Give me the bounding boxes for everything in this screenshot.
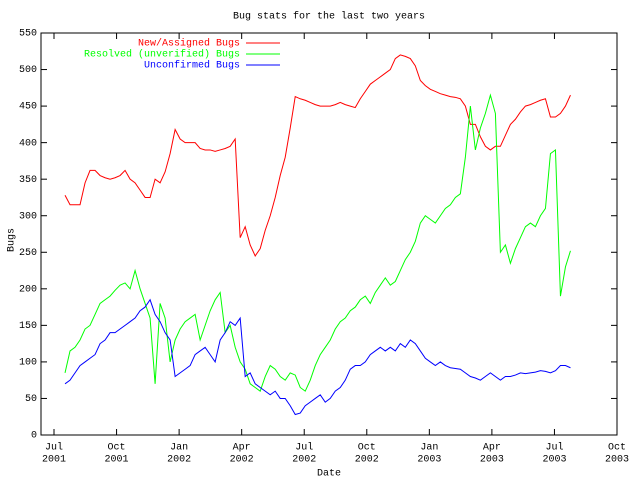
x-tick-label: 2003 bbox=[542, 455, 566, 466]
x-tick-label: 2002 bbox=[230, 455, 254, 466]
y-tick-label: 450 bbox=[19, 102, 37, 113]
x-tick-label: Jul bbox=[545, 442, 563, 454]
x-tick-label: Oct bbox=[358, 443, 376, 454]
y-tick-label: 100 bbox=[19, 358, 37, 369]
y-tick-label: 50 bbox=[25, 394, 37, 405]
y-axis-label: Bugs bbox=[7, 228, 18, 252]
series-line bbox=[64, 298, 571, 416]
y-tick-label: 0 bbox=[31, 431, 37, 442]
x-tick-label: Apr bbox=[233, 443, 251, 454]
x-tick-label: Oct bbox=[108, 443, 126, 454]
y-tick-label: 500 bbox=[19, 65, 37, 76]
series-line bbox=[64, 93, 571, 392]
x-tick-label: 2002 bbox=[167, 455, 191, 466]
x-tick-label: 2003 bbox=[417, 455, 441, 466]
x-tick-label: 2001 bbox=[42, 455, 66, 466]
legend-label: New/Assigned Bugs bbox=[138, 38, 240, 50]
x-tick-label: Oct bbox=[608, 443, 626, 454]
x-axis-label: Date bbox=[317, 469, 341, 480]
y-tick-label: 350 bbox=[19, 175, 37, 186]
x-tick-label: 2001 bbox=[105, 455, 129, 466]
x-tick-label: Jan bbox=[420, 443, 438, 454]
y-tick-label: 300 bbox=[19, 211, 37, 222]
x-tick-label: Jan bbox=[170, 443, 188, 454]
y-tick-label: 550 bbox=[19, 29, 37, 40]
plot-frame bbox=[40, 32, 618, 436]
x-tick-label: Jul bbox=[45, 442, 63, 454]
x-tick-label: 2003 bbox=[605, 455, 629, 466]
y-tick-label: 200 bbox=[19, 284, 37, 295]
series-line bbox=[64, 54, 571, 257]
x-tick-label: 2002 bbox=[355, 455, 379, 466]
y-tick-label: 250 bbox=[19, 248, 37, 259]
legend-label: Unconfirmed Bugs bbox=[144, 60, 240, 72]
y-tick-label: 150 bbox=[19, 321, 37, 332]
y-tick-label: 400 bbox=[19, 138, 37, 149]
x-tick-label: Jul bbox=[295, 442, 313, 454]
legend-label: Resolved (unverified) Bugs bbox=[84, 49, 240, 61]
x-tick-label: 2003 bbox=[480, 455, 504, 466]
x-tick-label: 2002 bbox=[292, 455, 316, 466]
x-tick-label: Apr bbox=[483, 443, 501, 454]
chart-title: Bug stats for the last two years bbox=[233, 11, 425, 23]
